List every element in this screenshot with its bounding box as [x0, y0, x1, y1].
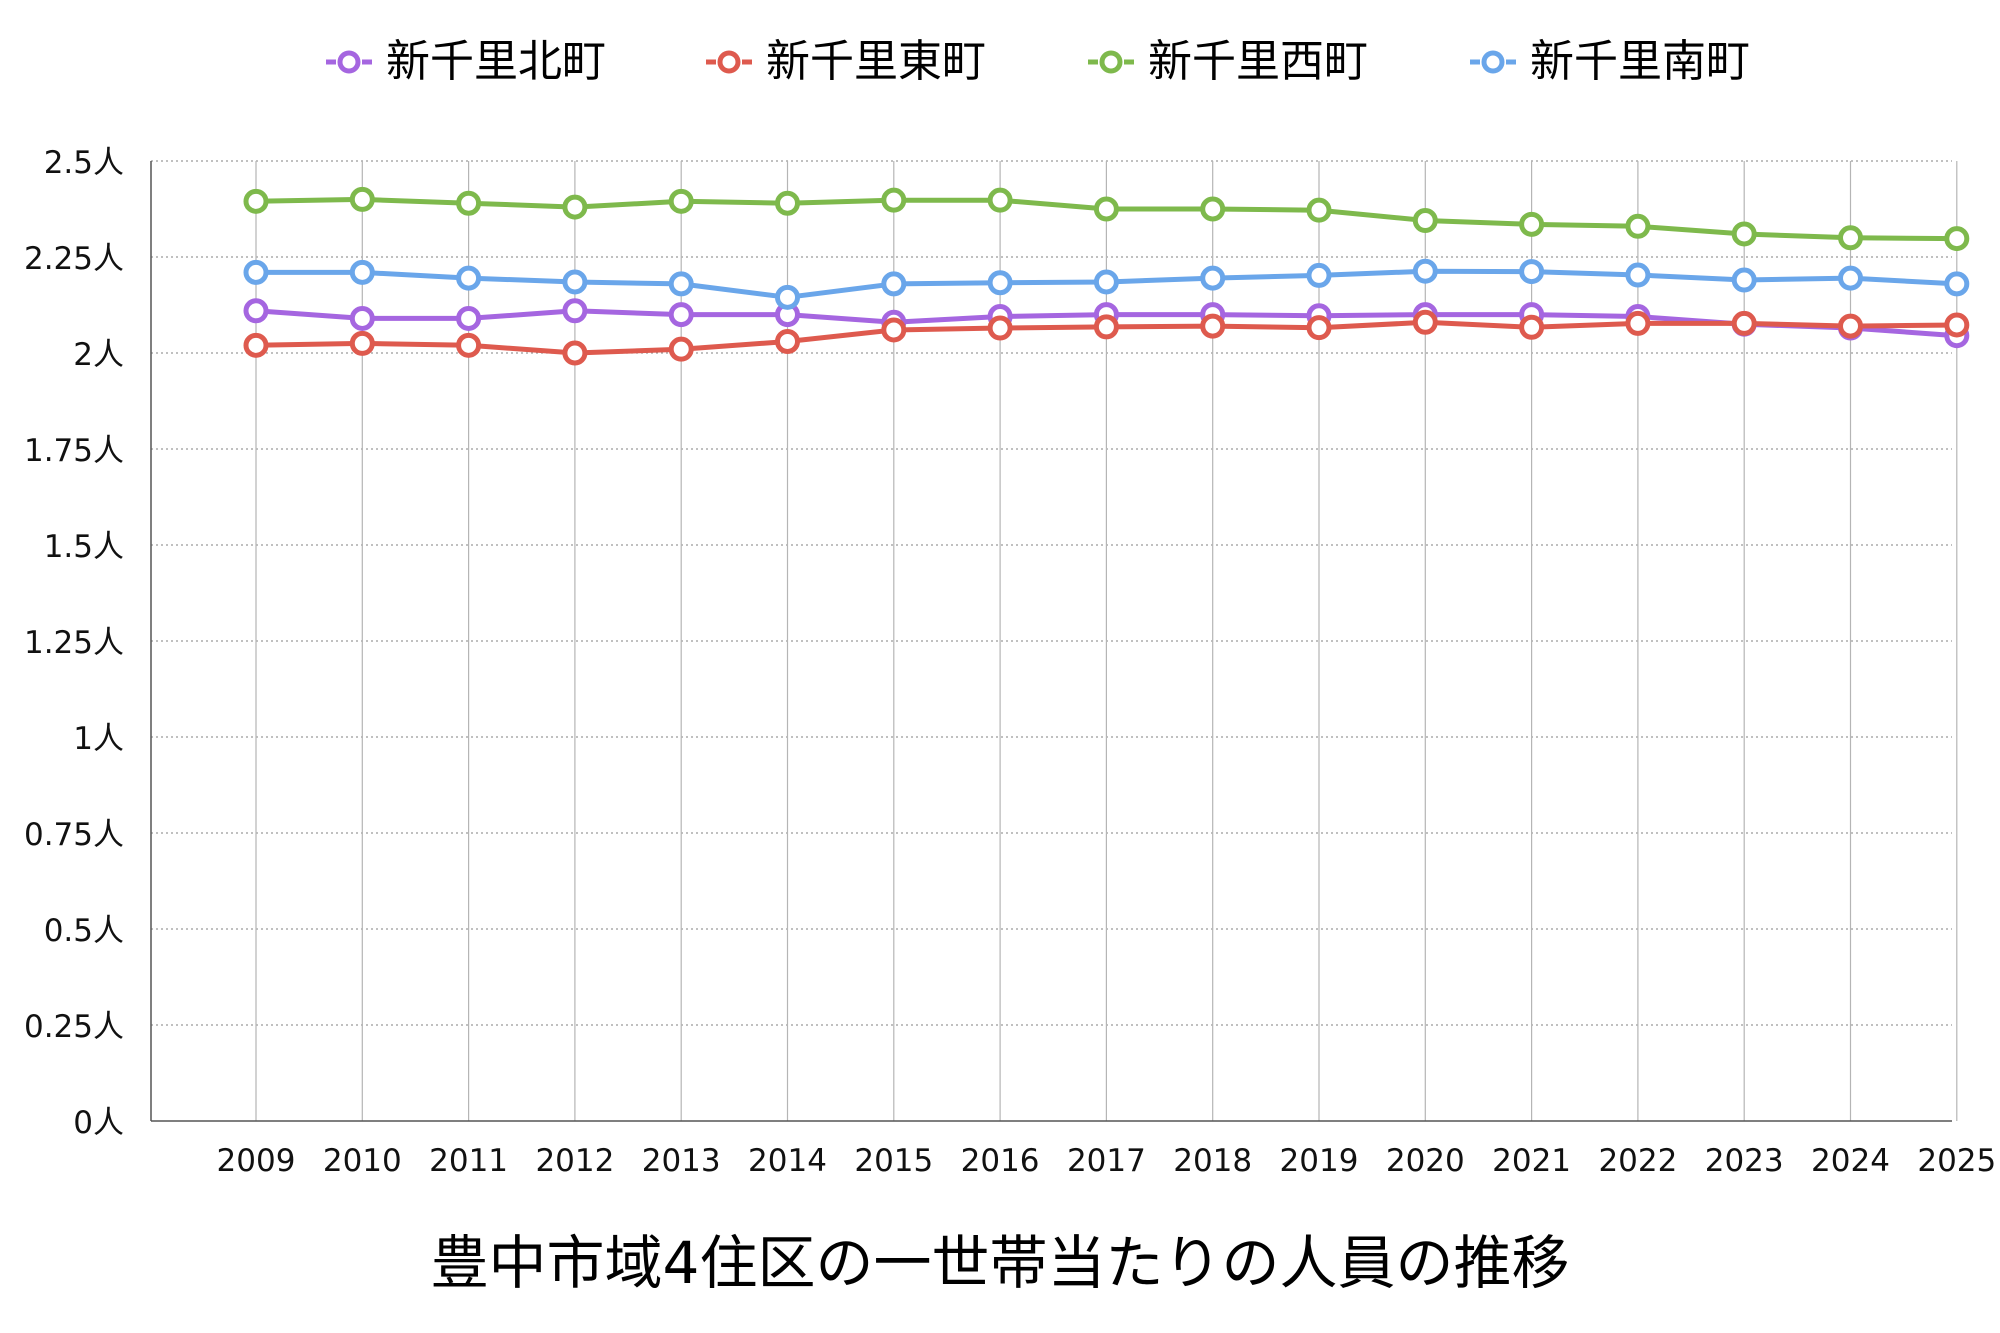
- y-tick-label: 2.5人: [44, 145, 124, 181]
- x-tick-label: 2015: [854, 1143, 933, 1179]
- x-tick-label: 2021: [1492, 1143, 1571, 1179]
- data-point-3: [243, 259, 269, 285]
- data-point-2: [1093, 196, 1119, 222]
- y-tick-label: 0.25人: [24, 1009, 124, 1045]
- x-tick-label: 2017: [1067, 1143, 1146, 1179]
- y-tick-label: 0人: [73, 1105, 124, 1141]
- legend-marker-higashi: [706, 50, 752, 74]
- data-point-0: [456, 305, 482, 331]
- data-point-3: [456, 265, 482, 291]
- data-point-3: [1944, 271, 1970, 297]
- data-point-1: [775, 328, 800, 354]
- x-tick-label: 2019: [1280, 1143, 1359, 1179]
- legend-item-kita[interactable]: 新千里北町: [326, 32, 606, 92]
- data-point-2: [456, 190, 482, 216]
- data-point-1: [1944, 312, 1970, 338]
- x-tick-label: 2022: [1598, 1143, 1677, 1179]
- data-point-3: [1200, 265, 1226, 291]
- y-tick-label: 1.5人: [44, 529, 124, 565]
- x-tick-label: 2014: [748, 1143, 827, 1179]
- data-point-2: [1838, 225, 1863, 251]
- legend-label-nishi: 新千里西町: [1148, 36, 1368, 87]
- data-point-2: [1519, 211, 1545, 237]
- x-tick-label: 2011: [429, 1143, 508, 1179]
- data-point-2: [775, 190, 800, 216]
- data-point-2: [1731, 221, 1757, 247]
- x-tick-label: 2009: [217, 1143, 296, 1179]
- data-point-3: [987, 270, 1013, 296]
- data-point-1: [1412, 309, 1438, 335]
- y-tick-label: 1人: [73, 721, 124, 757]
- data-point-0: [243, 298, 269, 324]
- y-tick-label: 1.25人: [24, 625, 124, 661]
- data-point-1: [1519, 314, 1545, 340]
- data-point-3: [1731, 267, 1757, 293]
- y-tick-label: 2人: [73, 337, 124, 373]
- legend-label-higashi: 新千里東町: [766, 36, 986, 87]
- legend-label-kita: 新千里北町: [386, 36, 606, 87]
- y-tick-label: 0.5人: [44, 913, 124, 949]
- data-point-3: [881, 271, 907, 297]
- data-point-2: [1412, 208, 1438, 234]
- legend-item-nishi[interactable]: 新千里西町: [1088, 32, 1368, 92]
- data-point-3: [668, 271, 694, 297]
- data-point-2: [1625, 213, 1651, 239]
- data-point-1: [349, 330, 375, 356]
- data-point-2: [243, 188, 269, 214]
- x-tick-label: 2013: [642, 1143, 721, 1179]
- legend-marker-nishi: [1088, 50, 1134, 74]
- x-tick-label: 2018: [1173, 1143, 1252, 1179]
- data-point-1: [1625, 310, 1651, 336]
- data-point-0: [562, 298, 588, 324]
- data-point-1: [668, 336, 694, 362]
- data-point-1: [1306, 315, 1332, 341]
- data-point-2: [881, 187, 907, 213]
- y-tick-label: 1.75人: [24, 433, 124, 469]
- x-tick-label: 2020: [1386, 1143, 1465, 1179]
- legend-marker-minami: [1470, 50, 1516, 74]
- y-tick-label: 0.75人: [24, 817, 124, 853]
- x-tick-label: 2023: [1705, 1143, 1784, 1179]
- data-point-0: [349, 305, 375, 331]
- data-point-2: [987, 187, 1013, 213]
- data-point-2: [1944, 226, 1970, 252]
- data-point-3: [775, 284, 800, 310]
- data-point-3: [1519, 259, 1545, 285]
- data-point-3: [1412, 258, 1438, 284]
- x-tick-label: 2012: [535, 1143, 614, 1179]
- data-point-1: [243, 332, 269, 358]
- legend-marker-kita: [326, 50, 372, 74]
- data-point-3: [1093, 269, 1119, 295]
- x-tick-label: 2025: [1917, 1143, 1996, 1179]
- x-tick-label: 2024: [1811, 1143, 1890, 1179]
- data-point-2: [1200, 196, 1226, 222]
- data-point-1: [881, 317, 907, 343]
- data-point-3: [1625, 262, 1651, 288]
- data-point-1: [562, 340, 588, 366]
- data-point-3: [349, 259, 375, 285]
- data-point-1: [1093, 314, 1119, 340]
- data-point-1: [1838, 313, 1863, 339]
- x-tick-label: 2016: [961, 1143, 1040, 1179]
- y-tick-label: 2.25人: [24, 241, 124, 277]
- data-point-2: [562, 194, 588, 220]
- data-point-3: [562, 269, 588, 295]
- data-point-2: [1306, 197, 1332, 223]
- chart-title: 豊中市域4住区の一世帯当たりの人員の推移: [430, 1229, 1570, 1297]
- legend-item-minami[interactable]: 新千里南町: [1470, 32, 1750, 92]
- data-point-2: [668, 188, 694, 214]
- legend: 新千里北町 新千里東町 新千里西町 新千里南町: [0, 32, 2000, 92]
- legend-item-higashi[interactable]: 新千里東町: [706, 32, 986, 92]
- data-point-1: [456, 332, 482, 358]
- legend-label-minami: 新千里南町: [1530, 36, 1750, 87]
- data-point-3: [1306, 262, 1332, 288]
- data-point-1: [987, 315, 1013, 341]
- x-tick-label: 2010: [323, 1143, 402, 1179]
- data-point-1: [1200, 313, 1226, 339]
- data-point-1: [1731, 310, 1757, 336]
- data-point-3: [1838, 265, 1863, 291]
- data-point-0: [668, 302, 694, 328]
- data-point-2: [349, 186, 375, 212]
